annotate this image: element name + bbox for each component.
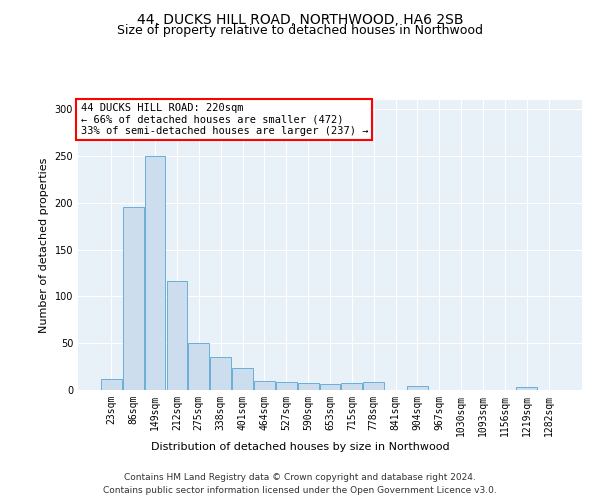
Bar [517, 387, 537, 390]
Y-axis label: Number of detached properties: Number of detached properties [39, 158, 49, 332]
Bar [341, 384, 362, 390]
Bar [254, 380, 275, 390]
Bar [167, 280, 187, 390]
Text: 44, DUCKS HILL ROAD, NORTHWOOD, HA6 2SB: 44, DUCKS HILL ROAD, NORTHWOOD, HA6 2SB [137, 12, 463, 26]
Bar [210, 358, 231, 390]
Bar [364, 382, 384, 390]
Bar [101, 379, 122, 390]
Text: Size of property relative to detached houses in Northwood: Size of property relative to detached ho… [117, 24, 483, 37]
Bar [123, 206, 143, 390]
Text: Contains HM Land Registry data © Crown copyright and database right 2024.: Contains HM Land Registry data © Crown c… [124, 472, 476, 482]
Bar [407, 386, 428, 390]
Bar [145, 156, 166, 390]
Text: Distribution of detached houses by size in Northwood: Distribution of detached houses by size … [151, 442, 449, 452]
Bar [276, 382, 296, 390]
Bar [298, 382, 319, 390]
Text: Contains public sector information licensed under the Open Government Licence v3: Contains public sector information licen… [103, 486, 497, 495]
Bar [188, 343, 209, 390]
Bar [320, 384, 340, 390]
Bar [232, 368, 253, 390]
Text: 44 DUCKS HILL ROAD: 220sqm
← 66% of detached houses are smaller (472)
33% of sem: 44 DUCKS HILL ROAD: 220sqm ← 66% of deta… [80, 103, 368, 136]
